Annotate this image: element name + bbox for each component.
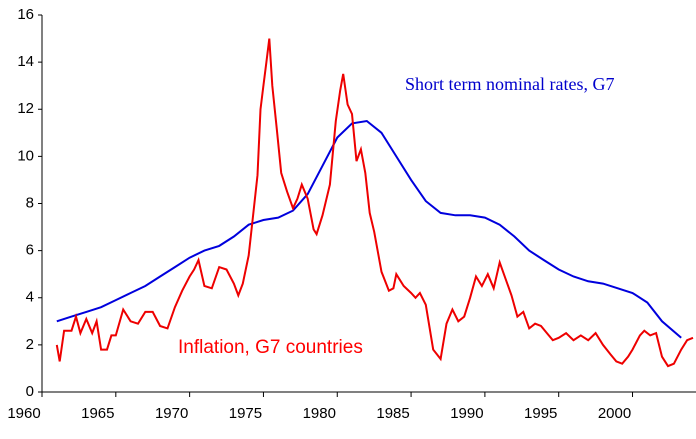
x-tick-label: 1975 xyxy=(229,405,262,422)
line-series xyxy=(56,119,682,339)
y-tick-label: 16 xyxy=(17,6,34,23)
y-tick-label: 8 xyxy=(26,194,34,211)
x-tick-label: 1980 xyxy=(303,405,336,422)
x-tick-label: 1960 xyxy=(7,405,40,422)
y-tick-label: 10 xyxy=(17,147,34,164)
y-tick-label: 12 xyxy=(17,100,34,117)
x-tick-label: 1995 xyxy=(524,405,557,422)
y-tick-label: 14 xyxy=(17,53,34,70)
y-tick-label: 0 xyxy=(26,383,34,400)
x-tick-label: 1990 xyxy=(450,405,483,422)
x-tick-label: 1985 xyxy=(376,405,409,422)
x-tick-label: 1970 xyxy=(155,405,188,422)
y-tick-label: 6 xyxy=(26,242,34,259)
line-series xyxy=(55,38,694,368)
annotation: Inflation, G7 countries xyxy=(178,337,363,358)
y-tick-label: 2 xyxy=(26,336,34,353)
annotation: Short term nominal rates, G7 xyxy=(405,74,614,94)
y-tick-label: 4 xyxy=(26,289,34,306)
x-tick-label: 1965 xyxy=(81,405,114,422)
x-tick-label: 2000 xyxy=(598,405,631,422)
